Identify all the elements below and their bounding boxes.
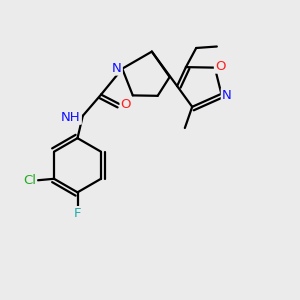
Text: N: N [112, 61, 122, 75]
Text: NH: NH [61, 111, 81, 124]
Text: O: O [215, 60, 225, 73]
Text: F: F [74, 207, 81, 220]
Text: O: O [121, 98, 131, 111]
Text: N: N [222, 89, 232, 102]
Text: Cl: Cl [23, 174, 36, 187]
